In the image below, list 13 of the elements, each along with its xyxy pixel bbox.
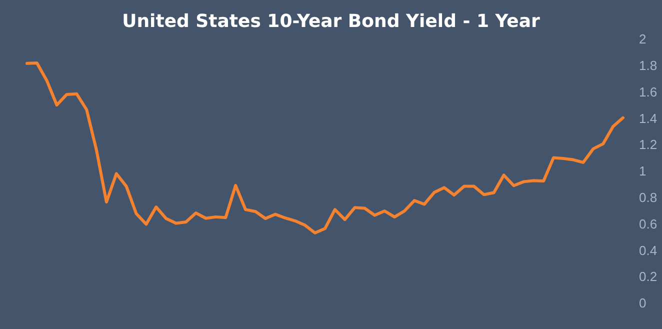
y-tick-label: 0.2	[639, 269, 658, 284]
y-tick-label: 1	[639, 164, 646, 179]
chart-title: United States 10-Year Bond Yield - 1 Year	[121, 11, 541, 32]
line-series	[26, 62, 624, 234]
y-tick-label: 0.6	[639, 216, 658, 232]
y-tick-label: 0.4	[639, 242, 658, 258]
y-tick-label: 0.8	[639, 190, 658, 206]
y-tick-label: 1.2	[639, 137, 658, 152]
y-tick-label: 1.4	[639, 110, 658, 126]
y-tick-label: 1.8	[639, 58, 658, 74]
y-tick-label: 2	[639, 32, 646, 47]
y-tick-label: 0	[639, 296, 646, 311]
y-tick-label: 1.6	[639, 84, 658, 100]
